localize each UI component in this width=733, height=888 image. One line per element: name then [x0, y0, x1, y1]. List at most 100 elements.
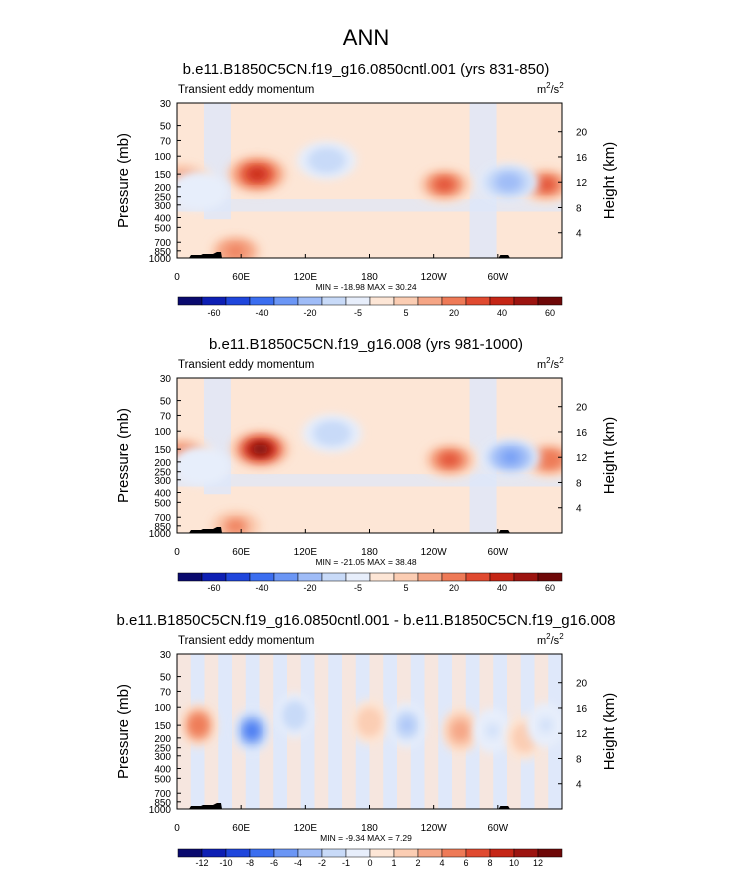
- y-tick-label: 50: [160, 122, 172, 133]
- colorbar-label: 6: [463, 858, 468, 868]
- contour-feature: [248, 168, 267, 180]
- contour-feature: [499, 176, 518, 188]
- contour-feature: [289, 708, 301, 722]
- colorbar-box: [297, 848, 323, 858]
- colorbar-box: [489, 296, 515, 306]
- y-tick-label: 50: [160, 673, 172, 684]
- colorbar-box: [177, 296, 203, 306]
- y-tick-label: 1000: [149, 805, 172, 816]
- colorbar-label: 12: [533, 858, 543, 868]
- contour-feature: [192, 718, 204, 732]
- x-tick-label: 0: [174, 547, 180, 558]
- contour-feature: [435, 179, 454, 190]
- panel-stats: MIN = -9.34 MAX = 7.29: [320, 833, 412, 843]
- field-band: [177, 199, 562, 212]
- colorbar-box: [513, 572, 539, 582]
- colorbar-label: -60: [207, 308, 220, 318]
- colorbar-label: -5: [354, 583, 362, 593]
- x-tick-label: 60W: [488, 823, 509, 834]
- panel-title: b.e11.B1850C5CN.f19_g16.0850cntl.001 - b…: [117, 612, 616, 629]
- y-right-tick-label: 12: [576, 178, 588, 189]
- y-tick-label: 30: [160, 650, 172, 661]
- y-tick-label: 70: [160, 136, 172, 147]
- colorbar-box: [345, 848, 371, 858]
- y-tick-label: 150: [154, 445, 171, 456]
- x-tick-label: 180: [361, 272, 378, 283]
- y-right-tick-label: 20: [576, 128, 588, 139]
- y-right-tick-label: 12: [576, 729, 588, 740]
- x-tick-label: 0: [174, 823, 180, 834]
- y-tick-label: 250: [154, 744, 171, 755]
- y-tick-label: 250: [154, 468, 171, 479]
- panel-left-label: Transient eddy momentum: [178, 84, 314, 96]
- y-tick-label: 700: [154, 238, 171, 249]
- y-tick-label: 100: [154, 703, 171, 714]
- y-tick-label: 200: [154, 458, 171, 469]
- y-tick-label: 300: [154, 201, 171, 212]
- y-tick-label: 850: [154, 247, 171, 258]
- topography: [498, 806, 511, 809]
- panel-3: b.e11.B1850C5CN.f19_g16.0850cntl.001 - b…: [115, 612, 618, 868]
- y-tick-label: 1000: [149, 529, 172, 540]
- colorbar-label: 1: [391, 858, 396, 868]
- y-right-axis-label: Height (km): [601, 417, 618, 495]
- contour-feature: [189, 185, 208, 197]
- x-tick-label: 180: [361, 547, 378, 558]
- colorbar-box: [537, 572, 563, 582]
- y-tick-label: 30: [160, 374, 172, 385]
- colorbar-label: -10: [219, 858, 232, 868]
- contour-field: [177, 378, 562, 533]
- contour-feature: [323, 427, 342, 439]
- y-tick-label: 100: [154, 152, 171, 163]
- colorbar-label: 4: [439, 858, 444, 868]
- y-right-tick-label: 16: [576, 704, 588, 715]
- contour-feature: [226, 245, 245, 257]
- panel-title: b.e11.B1850C5CN.f19_g16.0850cntl.001 (yr…: [183, 61, 550, 78]
- contour-feature: [455, 724, 466, 738]
- colorbar-label: -1: [342, 858, 350, 868]
- y-right-tick-label: 20: [576, 403, 588, 414]
- contour-feature: [501, 451, 520, 463]
- colorbar-box: [393, 296, 419, 306]
- colorbar-label: -40: [255, 583, 268, 593]
- contour-field: [177, 103, 562, 258]
- y-tick-label: 300: [154, 752, 171, 763]
- y-tick-label: 500: [154, 498, 171, 509]
- colorbar-box: [369, 848, 395, 858]
- colorbar-label: -20: [303, 308, 316, 318]
- field-band: [424, 654, 439, 809]
- contour-feature: [540, 454, 559, 465]
- topography: [498, 255, 511, 258]
- x-tick-label: 60E: [232, 823, 250, 834]
- colorbar-box: [489, 572, 515, 582]
- panel-2: b.e11.B1850C5CN.f19_g16.008 (yrs 981-100…: [115, 336, 618, 593]
- colorbar-label: -40: [255, 308, 268, 318]
- colorbar-label: -5: [354, 308, 362, 318]
- y-tick-label: 300: [154, 476, 171, 487]
- colorbar-box: [225, 848, 251, 858]
- colorbar-box: [393, 572, 419, 582]
- colorbar-box: [273, 296, 299, 306]
- colorbar-box: [441, 296, 467, 306]
- colorbar-box: [249, 572, 275, 582]
- y-axis-label: Pressure (mb): [115, 684, 132, 779]
- colorbar-box: [513, 848, 539, 858]
- y-tick-label: 250: [154, 193, 171, 204]
- colorbar-label: -6: [270, 858, 278, 868]
- x-tick-label: 120W: [421, 272, 448, 283]
- contour-feature: [364, 715, 375, 729]
- y-tick-label: 400: [154, 488, 171, 499]
- y-right-tick-label: 8: [576, 478, 582, 489]
- colorbar-box: [465, 296, 491, 306]
- panel-units: m2/s2: [537, 81, 564, 96]
- y-right-tick-label: 8: [576, 754, 582, 765]
- colorbar-label: -12: [195, 858, 208, 868]
- y-tick-label: 100: [154, 427, 171, 438]
- panel-left-label: Transient eddy momentum: [178, 359, 314, 371]
- topography: [189, 527, 222, 533]
- field-band: [314, 654, 329, 809]
- colorbar-box: [201, 572, 227, 582]
- field-band: [342, 654, 356, 809]
- panel-units: m2/s2: [537, 356, 564, 371]
- colorbar-box: [345, 572, 371, 582]
